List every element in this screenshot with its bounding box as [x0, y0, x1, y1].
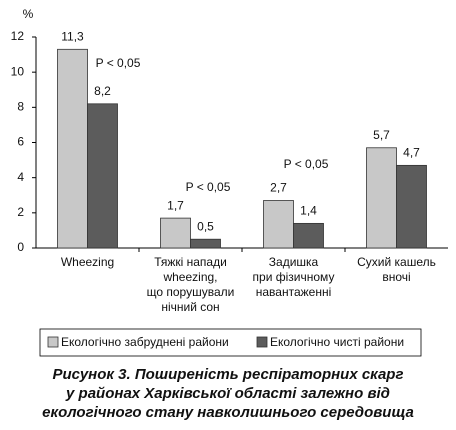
x-tick-label: Сухий кашель: [357, 255, 436, 269]
y-axis-label: %: [23, 7, 34, 21]
bar: [366, 147, 397, 249]
y-tick-label: 2: [17, 205, 24, 219]
x-tick-label: навантаженні: [256, 285, 332, 299]
legend-swatch: [256, 336, 268, 348]
y-tick-label: 10: [11, 64, 25, 78]
bar: [396, 164, 427, 249]
value-label: 8,2: [94, 84, 111, 98]
value-label: 1,7: [167, 198, 184, 212]
y-tick-label: 6: [17, 135, 24, 149]
value-label: 0,5: [197, 219, 214, 233]
bar: [160, 217, 191, 249]
value-label: 2,7: [270, 181, 287, 195]
bar: [263, 200, 294, 249]
value-label: 4,7: [403, 146, 420, 160]
x-tick-label: при фізичному: [253, 270, 335, 284]
legend-label: Екологічно забруднені райони: [61, 335, 229, 349]
y-tick-label: 12: [11, 29, 25, 43]
y-tick-label: 8: [17, 100, 24, 114]
x-tick-label: нічний сон: [161, 300, 219, 314]
caption: у районах Харківської області залежно ві…: [65, 385, 390, 402]
bar: [190, 238, 221, 249]
x-tick-label: Задишка: [269, 255, 319, 269]
value-label: 1,4: [300, 204, 317, 218]
bar: [293, 222, 324, 249]
annotation: P < 0,05: [96, 56, 141, 70]
bar: [87, 103, 118, 249]
value-label: 11,3: [61, 29, 84, 43]
annotation: P < 0,05: [186, 180, 231, 194]
y-tick-label: 0: [17, 240, 24, 254]
annotation: P < 0,05: [284, 157, 329, 171]
x-tick-label: Wheezing: [61, 255, 114, 269]
x-tick-label: Тяжкі напади: [154, 255, 227, 269]
legend-label: Екологічно чисті райони: [270, 335, 404, 349]
caption: Рисунок 3. Поширеність респіраторних ска…: [53, 366, 404, 383]
x-tick-label: wheezing,: [162, 270, 217, 284]
caption: екологічного стану навколишнього середов…: [42, 404, 414, 421]
x-tick-label: що порушували: [147, 285, 235, 299]
x-tick-label: вночі: [382, 270, 410, 284]
y-tick-label: 4: [17, 170, 24, 184]
legend-box: [39, 328, 422, 357]
legend-swatch: [47, 336, 59, 348]
bar: [57, 48, 88, 249]
value-label: 5,7: [373, 128, 390, 142]
